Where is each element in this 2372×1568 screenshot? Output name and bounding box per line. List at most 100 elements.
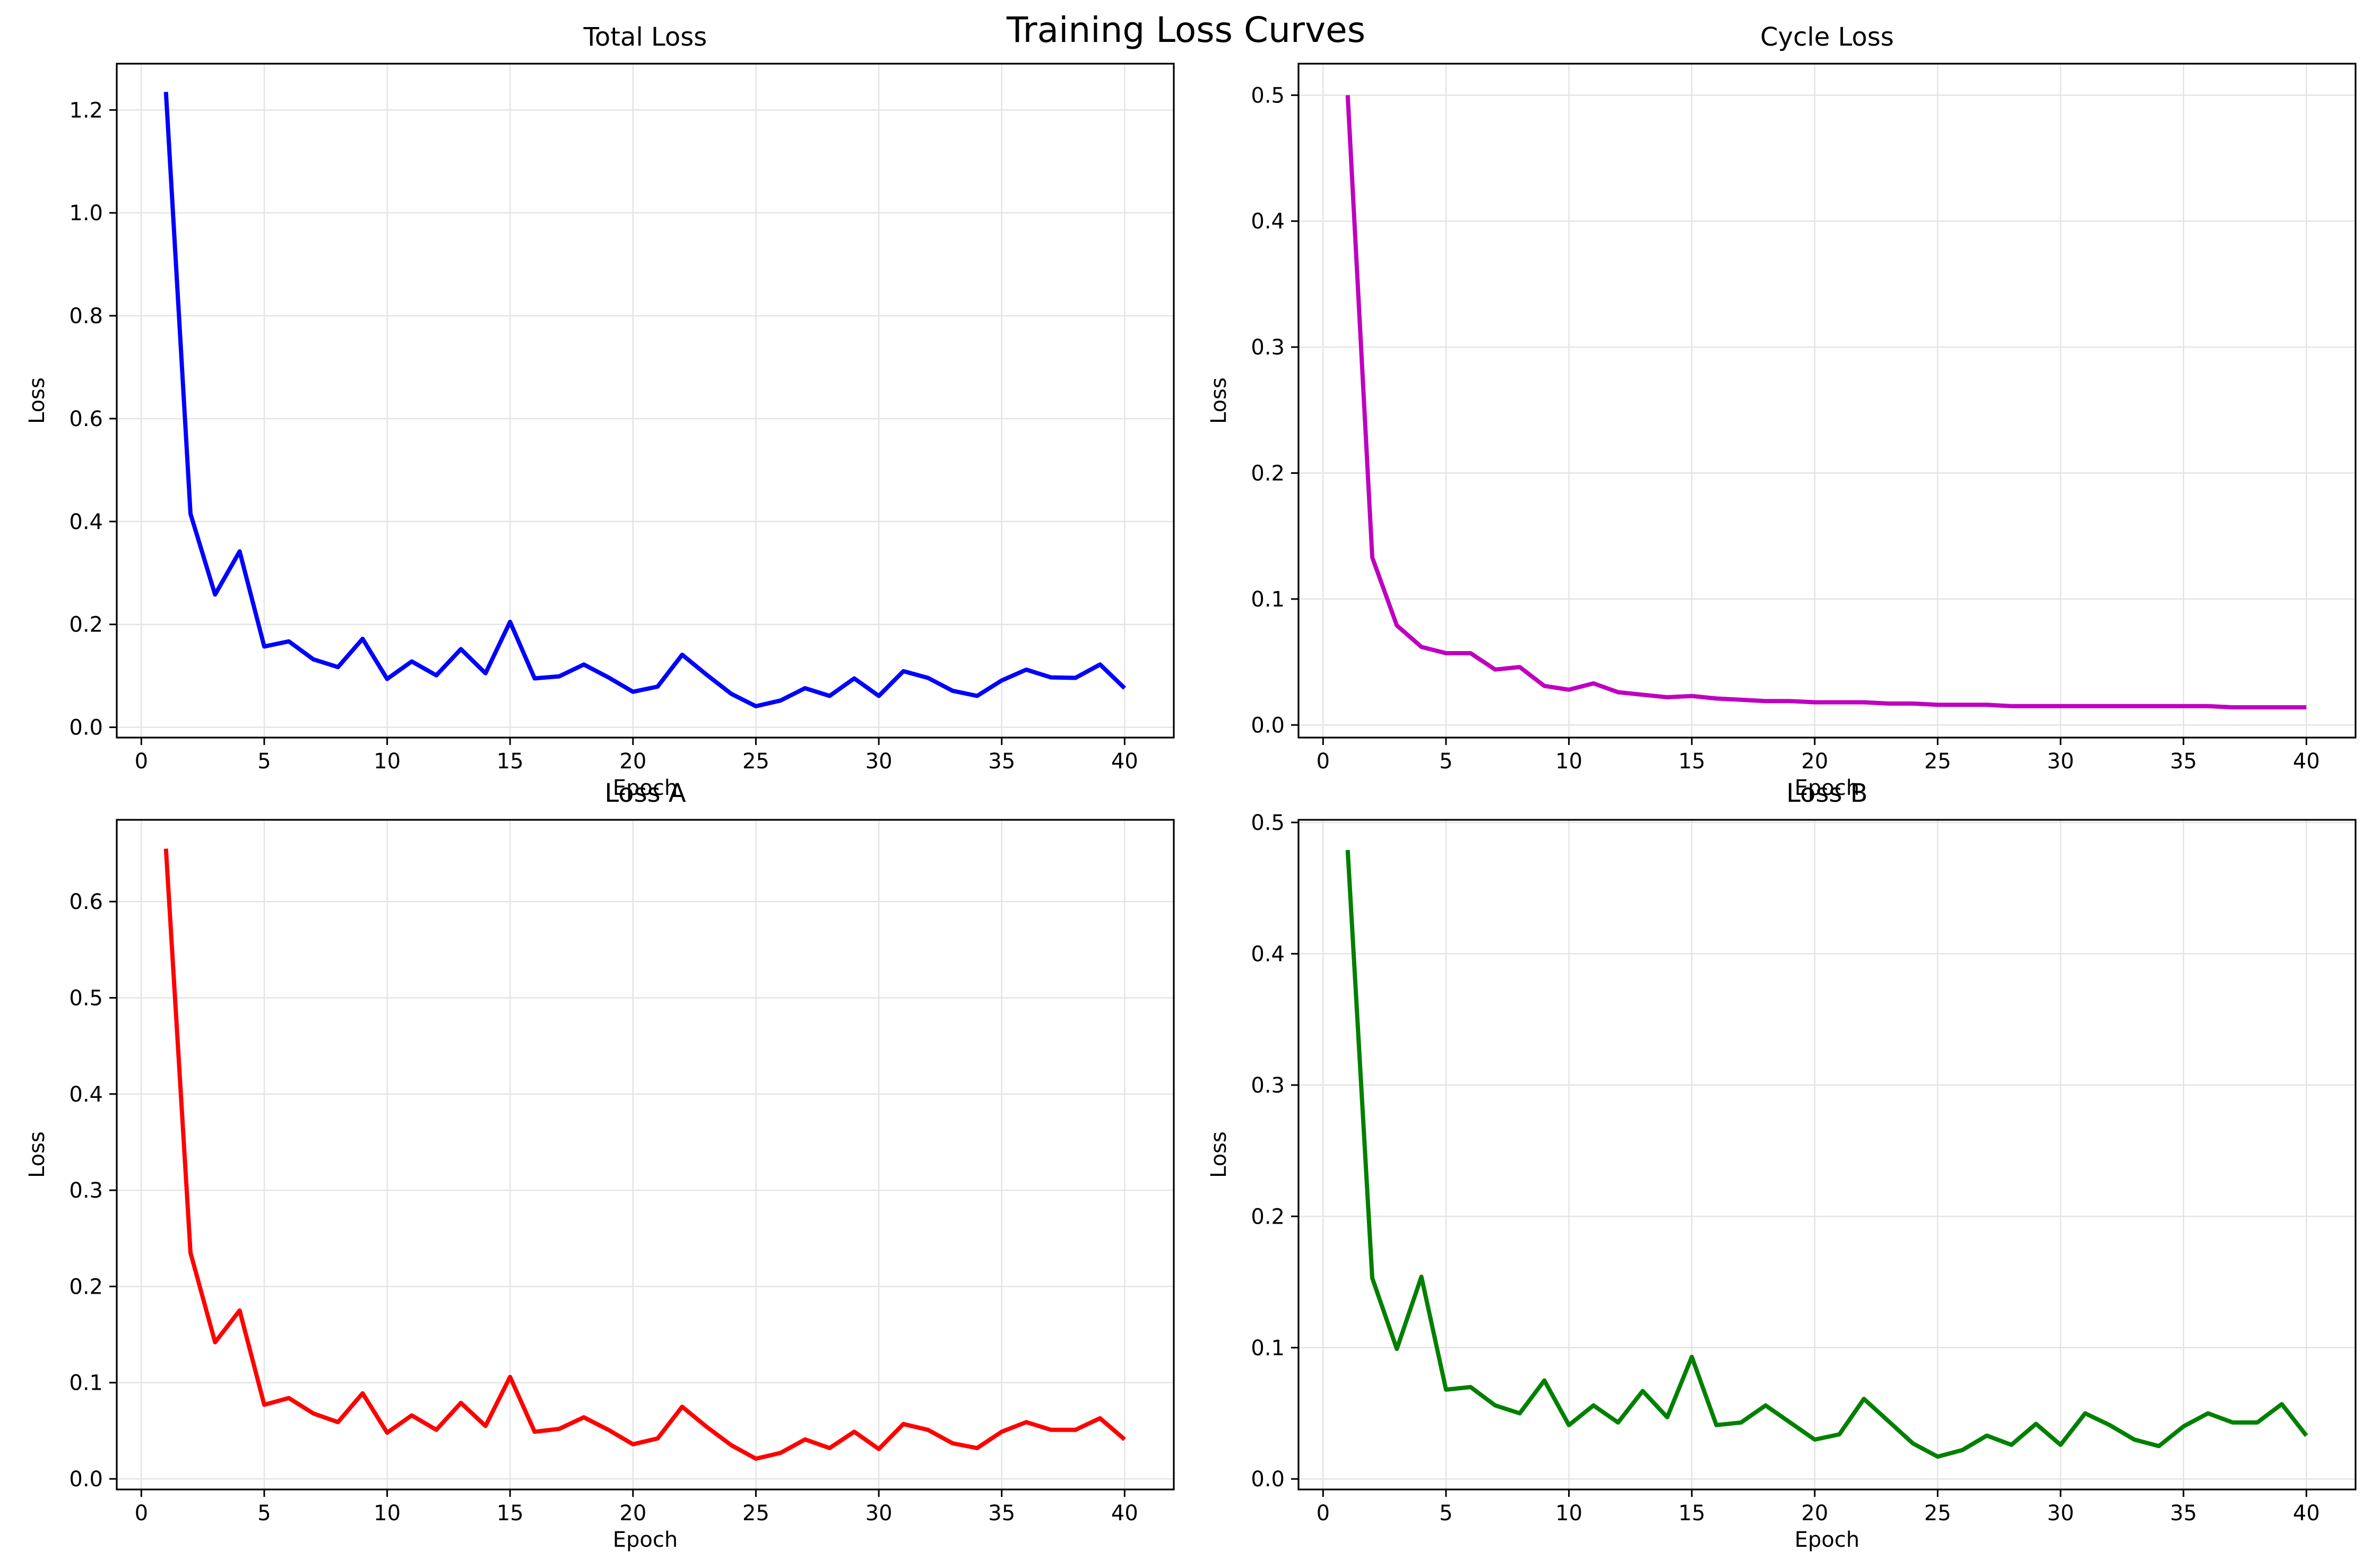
data-point	[1074, 1428, 1077, 1432]
y-tick-label: 0.0	[1251, 1467, 1285, 1492]
data-point	[1887, 1419, 1890, 1423]
y-tick-label: 0.4	[1251, 210, 1285, 234]
data-point	[1961, 1449, 1964, 1452]
data-point	[2083, 705, 2087, 708]
figure-title: Training Loss Curves	[1006, 10, 1366, 50]
panel-title: Cycle Loss	[1760, 22, 1894, 52]
data-points	[165, 90, 1127, 708]
data-point	[828, 694, 831, 697]
data-point	[336, 665, 340, 669]
x-tick-label: 35	[988, 1501, 1015, 1526]
grid	[1298, 820, 2356, 1489]
data-point	[386, 677, 389, 680]
data-point	[1690, 695, 1693, 698]
data-point	[1936, 703, 1939, 706]
y-tick-label: 0.6	[69, 407, 103, 431]
series-line	[1345, 95, 2307, 709]
data-point	[435, 1428, 438, 1432]
x-axis-label: Epoch	[1794, 776, 1860, 800]
x-tick-label: 35	[2170, 749, 2197, 774]
data-point	[2206, 705, 2210, 708]
data-point	[165, 90, 168, 93]
data-point	[558, 675, 561, 678]
data-point	[460, 1401, 463, 1405]
data-point	[1444, 652, 1448, 655]
data-point	[410, 1414, 413, 1417]
x-tick-label: 20	[619, 749, 646, 774]
data-points	[1346, 93, 2308, 709]
x-axis-label: Epoch	[612, 1528, 678, 1552]
data-point	[1074, 677, 1077, 680]
data-point	[754, 1457, 757, 1460]
data-point	[1739, 1421, 1743, 1424]
x-axis: 0 5 10 15 20 25 30 35 40	[1317, 738, 2320, 774]
data-point	[680, 653, 683, 656]
x-tick-label: 20	[1801, 1501, 1828, 1526]
x-tick-label: 30	[865, 749, 893, 774]
data-point	[1936, 1455, 1939, 1458]
data-point	[779, 1451, 782, 1454]
data-point	[435, 674, 438, 677]
data-point	[1813, 701, 1816, 704]
data-point	[2035, 705, 2038, 708]
x-tick-label: 40	[1111, 1501, 1138, 1526]
x-tick-label: 25	[1924, 749, 1951, 774]
x-axis: 0 5 10 15 20 25 30 35 40	[135, 1489, 1138, 1526]
y-tick-label: 0.0	[69, 1467, 103, 1492]
data-point	[2035, 1422, 2038, 1425]
y-tick-label: 0.4	[69, 510, 103, 534]
data-point	[533, 677, 536, 680]
data-point	[165, 847, 168, 850]
x-axis: 0 5 10 15 20 25 30 35 40	[135, 738, 1138, 774]
x-tick-label: 15	[1678, 1501, 1706, 1526]
data-point	[386, 1431, 389, 1434]
series-line	[1345, 850, 2308, 1459]
plot-frame	[116, 63, 1175, 739]
data-point	[927, 1428, 930, 1432]
x-tick-label: 5	[1439, 1501, 1452, 1526]
y-tick-label: 1.0	[69, 201, 103, 226]
data-point	[1098, 663, 1102, 666]
x-tick-label: 5	[257, 749, 271, 774]
data-point	[2010, 705, 2013, 708]
chart-svg: 0 5 10 15 20 25 30 35 40 0.0 0.1 0.2 0.3 0.4 0.5	[1251, 811, 2357, 1526]
y-tick-label: 0.4	[69, 1082, 103, 1107]
series-line	[163, 848, 1126, 1461]
data-point	[803, 1438, 807, 1441]
panel-total-loss: Total Loss Loss Epoch 0 5 10 15 20 25 30 35 40 0.…	[25, 22, 1175, 800]
data-point	[582, 1416, 585, 1419]
x-tick-label: 0	[1317, 749, 1330, 774]
data-point	[803, 687, 807, 690]
data-point	[631, 690, 635, 694]
y-tick-label: 0.0	[69, 716, 103, 740]
data-point	[1025, 668, 1028, 671]
y-tick-label: 0.4	[1251, 942, 1285, 966]
x-tick-label: 35	[988, 749, 1015, 774]
data-point	[1715, 697, 1718, 700]
data-point	[558, 1427, 561, 1431]
data-point	[1985, 1434, 1988, 1437]
panel-title: Total Loss	[583, 22, 707, 52]
data-point	[2108, 1424, 2111, 1427]
data-point	[975, 694, 979, 697]
data-point	[1395, 624, 1398, 627]
data-point	[1543, 685, 1546, 688]
data-point	[1666, 696, 1669, 699]
data-point	[2256, 706, 2259, 709]
y-axis: 0.0 0.1 0.2 0.3 0.4 0.5	[1251, 811, 1298, 1492]
x-tick-label: 40	[1111, 749, 1138, 774]
data-point	[951, 1442, 954, 1445]
data-point	[2305, 706, 2308, 709]
data-point	[1543, 1379, 1546, 1382]
series-line	[163, 92, 1127, 708]
data-point	[754, 705, 757, 708]
data-point	[877, 694, 880, 697]
chart-svg: 0 5 10 15 20 25 30 35 40 0.0 0.2 0.4 0.6 0.8 1.0 1.2	[69, 63, 1175, 774]
data-point	[1838, 1433, 1841, 1436]
data-point	[1616, 691, 1620, 694]
y-tick-label: 0.1	[1251, 1336, 1285, 1361]
data-point	[902, 670, 905, 673]
data-point	[287, 640, 290, 643]
data-point	[1469, 1385, 1472, 1389]
